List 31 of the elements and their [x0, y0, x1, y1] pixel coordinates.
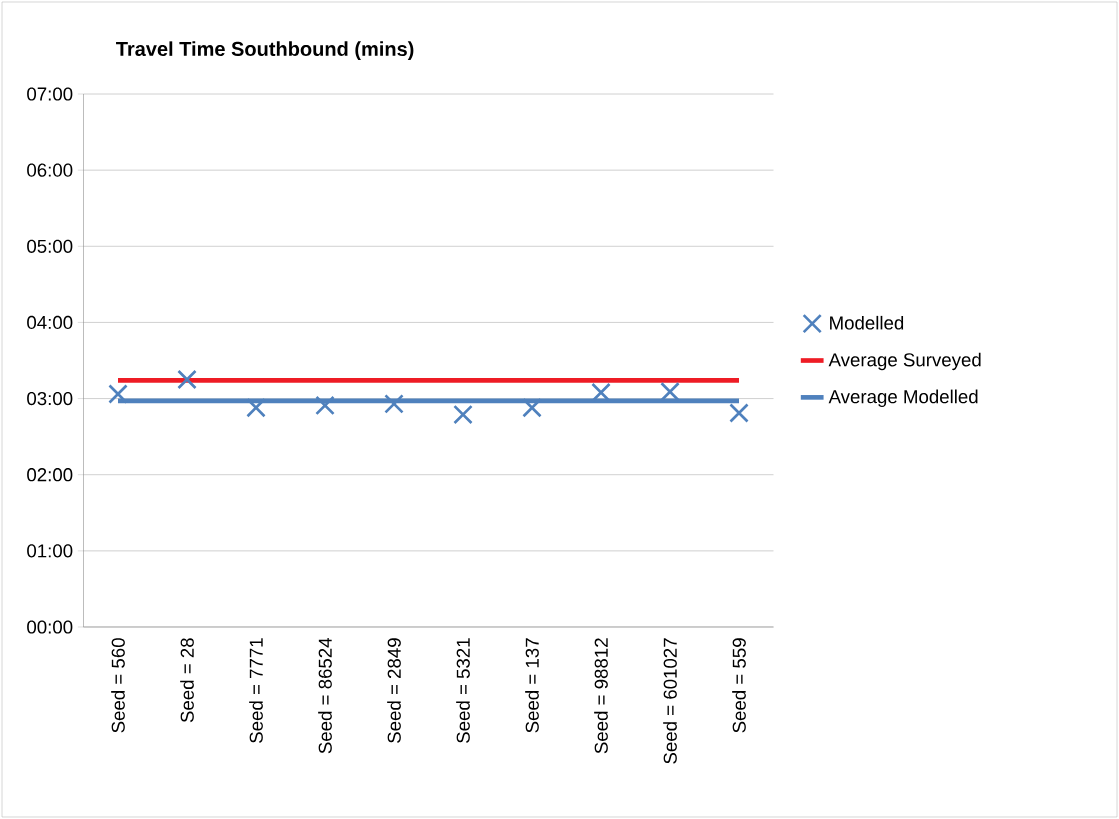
y-tick-label: 04:00	[27, 315, 73, 330]
x-tick-label: Seed = 5321	[456, 638, 470, 743]
y-tick-label: 02:00	[27, 468, 73, 482]
x-tick-label: Seed = 137	[525, 638, 539, 733]
x-tick-label: Seed = 7771	[249, 638, 263, 743]
point	[246, 397, 266, 418]
x-tick-label: Seed = 601027	[663, 638, 677, 764]
legend-label: Average Surveyed	[828, 352, 981, 371]
y-tick-label: 07:00	[27, 87, 73, 101]
point	[315, 395, 335, 416]
point	[453, 404, 473, 425]
x-tick-label: Seed = 28	[180, 638, 194, 723]
point	[522, 397, 542, 418]
y-tick-label: 01:00	[27, 544, 73, 558]
chart-title: Travel Time Southbound (mins)	[116, 41, 414, 60]
x-tick-label: Seed = 560	[111, 638, 125, 733]
y-tick-label: 06:00	[27, 163, 73, 177]
point	[177, 369, 197, 390]
point	[729, 403, 749, 423]
x-tick-label: Seed = 559	[732, 638, 746, 733]
y-tick-label: 03:00	[27, 391, 73, 406]
y-tick-label: 05:00	[27, 239, 73, 253]
x-tick-label: Seed = 2849	[387, 638, 401, 743]
y-tick-label: 00:00	[27, 620, 73, 634]
x-tick-label: Seed = 98812	[594, 638, 608, 754]
x-tick-label: Seed = 86524	[318, 637, 332, 754]
point	[660, 381, 680, 402]
point	[108, 384, 128, 404]
legend-label: Average Modelled	[828, 389, 978, 407]
point	[384, 394, 404, 414]
legend-label: Modelled	[830, 315, 904, 330]
